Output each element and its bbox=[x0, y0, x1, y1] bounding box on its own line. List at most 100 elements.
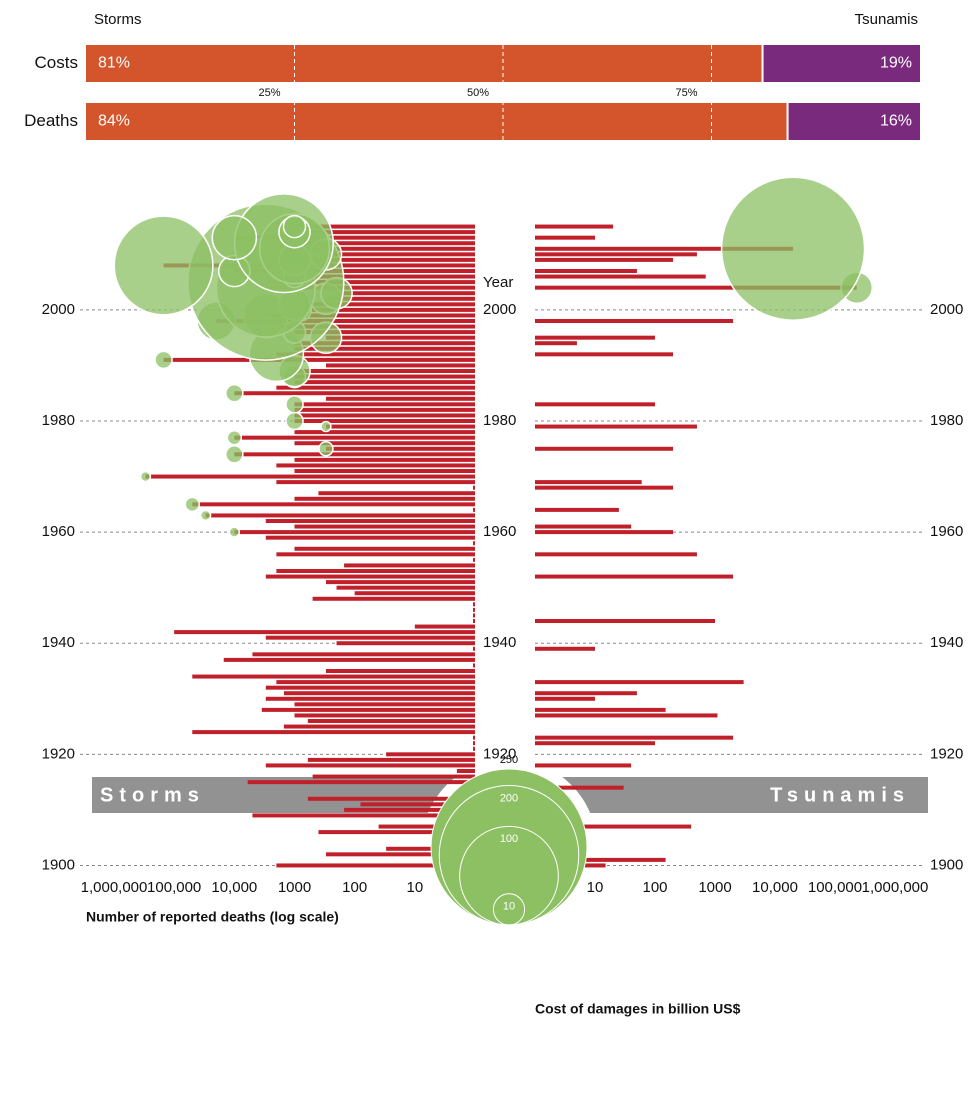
bar bbox=[473, 485, 475, 490]
bar bbox=[325, 424, 475, 429]
bar bbox=[535, 530, 674, 535]
y-tick-label: 1940 bbox=[42, 634, 75, 651]
bar bbox=[386, 752, 475, 757]
cost-bubble bbox=[225, 445, 244, 464]
cost-bubble bbox=[211, 214, 258, 261]
bar bbox=[354, 591, 475, 596]
bar bbox=[344, 563, 475, 568]
bar bbox=[265, 635, 475, 640]
bar bbox=[276, 480, 475, 485]
bar bbox=[325, 335, 475, 340]
cost-bubble bbox=[184, 496, 201, 513]
bar bbox=[473, 619, 475, 623]
x-tick-label: 100,000 bbox=[147, 879, 201, 896]
bar bbox=[535, 480, 642, 485]
bar bbox=[535, 402, 655, 407]
y-tick-label: 1900 bbox=[42, 856, 75, 873]
bar bbox=[318, 491, 475, 496]
bar bbox=[325, 852, 475, 857]
bar bbox=[247, 780, 475, 785]
bar bbox=[276, 552, 475, 557]
bar-segment bbox=[763, 45, 920, 82]
bar bbox=[294, 346, 475, 351]
y-tick-label: 1980 bbox=[930, 412, 963, 429]
bar bbox=[535, 257, 674, 262]
bar bbox=[535, 224, 614, 229]
y-tick-label: 2000 bbox=[483, 301, 516, 318]
y-tick-label: 1920 bbox=[42, 745, 75, 762]
bar bbox=[535, 352, 674, 357]
bar bbox=[265, 763, 475, 768]
bar bbox=[234, 235, 475, 240]
bar bbox=[336, 585, 475, 590]
bar bbox=[473, 602, 475, 607]
x-tick-label: 10 bbox=[587, 879, 604, 896]
bar bbox=[336, 291, 475, 296]
bar bbox=[276, 324, 475, 329]
y-tick-label: 2000 bbox=[42, 301, 75, 318]
bar bbox=[307, 796, 475, 801]
bar bbox=[336, 641, 475, 646]
bar bbox=[307, 757, 475, 762]
size-legend-label: 250 bbox=[500, 754, 518, 766]
x-tick-label: 10,000 bbox=[211, 879, 257, 896]
size-legend-label: 100 bbox=[500, 833, 518, 845]
series-label: Storms bbox=[94, 11, 142, 28]
cost-bubble bbox=[285, 411, 304, 431]
bar bbox=[234, 269, 475, 273]
cost-bubble bbox=[225, 383, 244, 403]
bar bbox=[300, 307, 475, 312]
bar bbox=[473, 735, 475, 740]
bar bbox=[234, 452, 475, 457]
bar bbox=[276, 680, 475, 685]
bar bbox=[234, 530, 475, 535]
axis-title: Year bbox=[483, 274, 513, 291]
bar bbox=[276, 569, 475, 573]
bar bbox=[535, 707, 666, 712]
bar bbox=[473, 557, 475, 562]
bar bbox=[307, 719, 475, 723]
bar bbox=[473, 613, 475, 618]
bar bbox=[174, 630, 475, 635]
cost-bubble bbox=[139, 470, 152, 483]
cost-bubble bbox=[154, 350, 173, 370]
bar bbox=[535, 335, 655, 340]
bar bbox=[456, 769, 475, 773]
bar bbox=[294, 302, 475, 307]
bar bbox=[294, 457, 475, 462]
bar bbox=[192, 674, 476, 679]
bar bbox=[312, 774, 475, 779]
bar bbox=[360, 802, 475, 807]
series-label: Tsunamis bbox=[855, 11, 918, 28]
bar bbox=[276, 463, 475, 468]
bar bbox=[294, 246, 475, 251]
bar bbox=[294, 496, 475, 501]
bar bbox=[535, 524, 632, 529]
bar bbox=[535, 646, 595, 651]
bar bbox=[473, 646, 475, 651]
bar bbox=[265, 313, 475, 318]
x-tick-label: 1,000,000 bbox=[862, 879, 929, 896]
bar bbox=[535, 574, 734, 579]
bar bbox=[252, 652, 475, 657]
cost-bubble bbox=[320, 420, 332, 433]
bar bbox=[535, 424, 697, 429]
cost-bubble bbox=[720, 176, 866, 322]
bar bbox=[294, 369, 475, 373]
bar bbox=[473, 541, 475, 546]
bar bbox=[535, 252, 697, 257]
y-tick-label: 1920 bbox=[930, 745, 963, 762]
bar bbox=[283, 724, 475, 729]
bar bbox=[223, 657, 475, 662]
bar bbox=[276, 385, 475, 390]
value-label: 16% bbox=[880, 113, 912, 130]
bar bbox=[294, 430, 475, 435]
bar bbox=[535, 552, 697, 557]
bar bbox=[276, 863, 475, 868]
x-tick-label: 1000 bbox=[698, 879, 731, 896]
y-tick-label: 1940 bbox=[483, 634, 516, 651]
x-tick-label: 75% bbox=[675, 87, 697, 99]
bar bbox=[205, 513, 476, 518]
bar bbox=[473, 741, 475, 746]
